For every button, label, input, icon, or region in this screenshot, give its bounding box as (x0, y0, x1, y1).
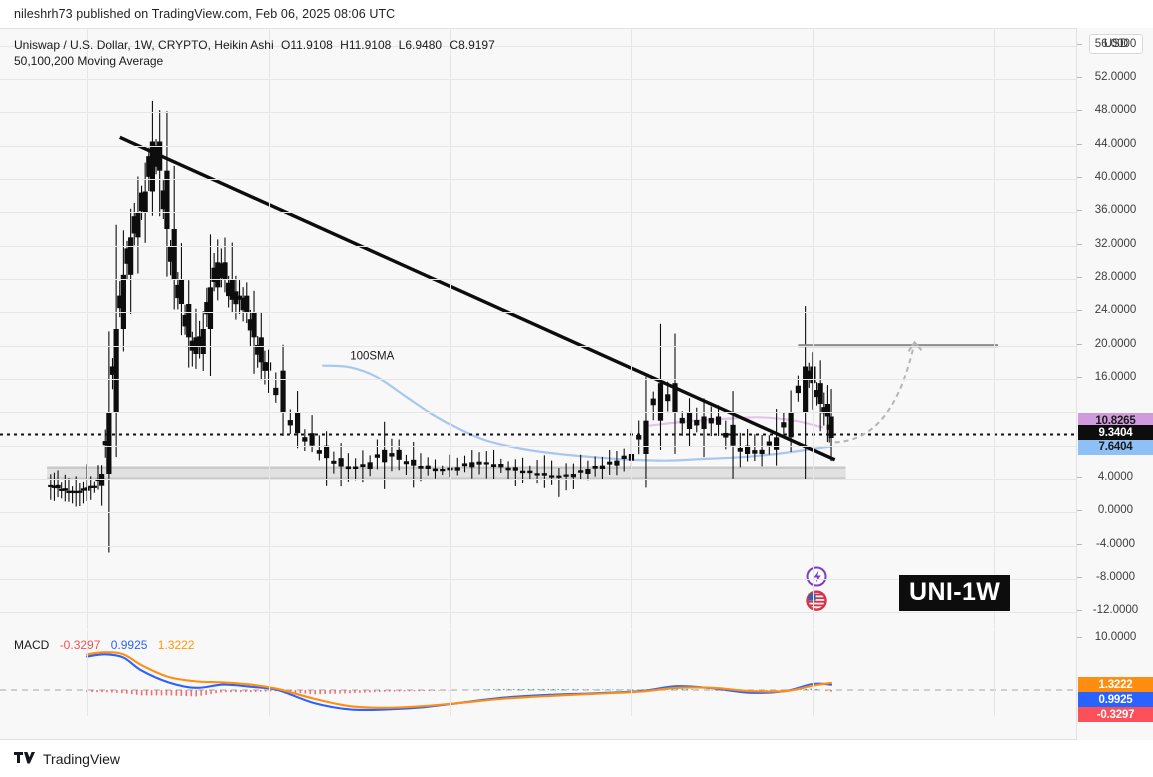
macd-grid (0, 630, 1076, 716)
tradingview-brand-label: TradingView (43, 750, 121, 767)
macd-grid-vline (812, 630, 814, 716)
price-badge[interactable]: 9.3404 (1078, 425, 1153, 441)
macd-series-line (86, 651, 833, 709)
grid-hline (0, 545, 1076, 547)
legend-indicator[interactable]: 50,100,200 Moving Average (14, 54, 164, 68)
price-tick: 20.0000 (1077, 338, 1153, 350)
price-tick: 28.0000 (1077, 271, 1153, 283)
grid-hline (0, 445, 1076, 447)
grid-hline (0, 245, 1076, 247)
grid-hline (0, 45, 1076, 47)
grid-hline (0, 345, 1076, 347)
price-tick: 16.0000 (1077, 371, 1153, 383)
chart-frame: 100SMA Uniswap / U.S. Dollar, 1W, CRYPTO… (0, 28, 1153, 769)
price-tick: 36.0000 (1077, 204, 1153, 216)
price-tick: 0.0000 (1077, 504, 1153, 516)
grid-hline (0, 612, 1076, 614)
price-tick: -4.0000 (1077, 538, 1153, 550)
macd-grid-vline (994, 630, 996, 716)
publisher-text: nileshrh73 published on TradingView.com,… (14, 7, 396, 21)
macd-legend: MACD -0.3297 0.9925 1.3222 (14, 638, 201, 652)
legend-high: H11.9108 (340, 38, 392, 52)
macd-plot (0, 651, 1076, 712)
grid-hline (0, 145, 1076, 147)
price-tick: 44.0000 (1077, 138, 1153, 150)
price-badge[interactable]: 7.6404 (1078, 439, 1153, 455)
legend-open: O11.9108 (281, 38, 333, 52)
price-tick: 24.0000 (1077, 304, 1153, 316)
legend-close: C8.9197 (449, 38, 495, 52)
footer-bar: TradingView (0, 740, 1153, 777)
grid-hline (0, 312, 1076, 314)
grid-vline (812, 29, 814, 629)
price-tick: -12.0000 (1077, 604, 1153, 616)
macd-badge[interactable]: 1.3222 (1078, 677, 1153, 692)
macd-pane[interactable]: MACD -0.3297 0.9925 1.3222 (0, 630, 1076, 716)
price-tick: 4.0000 (1077, 471, 1153, 483)
price-legend: Uniswap / U.S. Dollar, 1W, CRYPTO, Heiki… (14, 37, 495, 69)
macd-macd-value: 0.9925 (110, 638, 148, 652)
grid-vline (631, 29, 633, 629)
lightning-bolt-sticker[interactable] (806, 566, 827, 587)
legend-low: L6.9480 (398, 38, 443, 52)
price-tick: 48.0000 (1077, 104, 1153, 116)
macd-signal-value: 1.3222 (157, 638, 195, 652)
currency-badge[interactable]: USD (1089, 34, 1143, 54)
grid-hline (0, 79, 1076, 80)
grid-hline (0, 179, 1076, 180)
price-pane[interactable]: 100SMA Uniswap / U.S. Dollar, 1W, CRYPTO… (0, 29, 1076, 629)
macd-badge[interactable]: -0.3297 (1078, 707, 1153, 722)
macd-title[interactable]: MACD (14, 638, 50, 652)
grid-vline (994, 29, 996, 629)
grid-hline (0, 579, 1076, 580)
macd-grid-vline (631, 630, 633, 716)
price-badge[interactable]: 10.8265 (1078, 413, 1153, 429)
price-tick: -8.0000 (1077, 571, 1153, 583)
grid-hline (0, 412, 1076, 414)
macd-grid-vline (87, 630, 89, 716)
price-tick: 56.0000 (1077, 38, 1153, 50)
macd-badge[interactable]: 0.9925 (1078, 692, 1153, 707)
grid-hline (0, 479, 1076, 480)
sma-annotation-label: 100SMA (350, 351, 394, 363)
tradingview-logo-icon (14, 751, 35, 763)
price-tick: 40.0000 (1077, 171, 1153, 183)
price-scale[interactable]: USD 56.0000 52.0000 48.0000 44.0000 40.0000 3… (1076, 28, 1153, 740)
grid-hline (0, 279, 1076, 280)
grid-hline (0, 112, 1076, 114)
macd-tick: 10.0000 (1077, 631, 1153, 643)
grid-hline (0, 379, 1076, 380)
watermark-uni-1w: UNI-1W (899, 575, 1011, 611)
macd-grid-vline (449, 630, 451, 716)
macd-hist-value: -0.3297 (59, 638, 101, 652)
grid-hline (0, 212, 1076, 214)
us-flag-sticker[interactable] (806, 590, 827, 611)
grid-vline (449, 29, 451, 629)
grid-vline (87, 29, 89, 629)
grid-vline (268, 29, 270, 629)
price-tick: 52.0000 (1077, 71, 1153, 83)
grid-hline (0, 512, 1076, 514)
legend-symbol[interactable]: Uniswap / U.S. Dollar, 1W, CRYPTO, Heiki… (14, 38, 274, 52)
price-tick: 32.0000 (1077, 238, 1153, 250)
publisher-bar: nileshrh73 published on TradingView.com,… (0, 0, 1153, 28)
price-grid (0, 29, 1076, 629)
macd-grid-vline (268, 630, 270, 716)
